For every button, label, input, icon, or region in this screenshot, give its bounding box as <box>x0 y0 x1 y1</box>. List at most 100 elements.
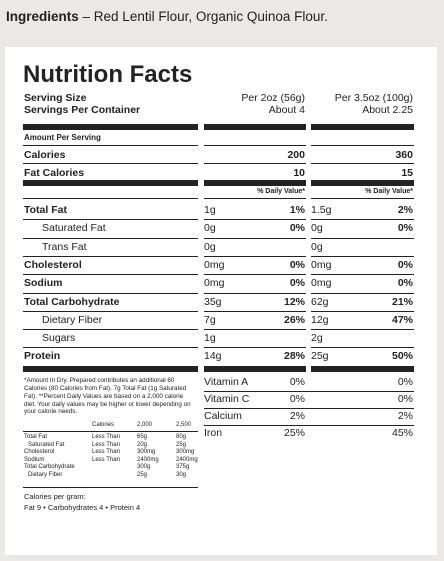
rule <box>23 255 198 257</box>
nutrient-label: Total Fat <box>24 204 67 216</box>
col-servings: About 4 <box>268 104 305 116</box>
rule <box>204 163 306 164</box>
rule <box>23 198 198 199</box>
rule <box>204 145 306 146</box>
rule <box>204 347 306 349</box>
nutrient-label: Saturated Fat <box>42 222 106 235</box>
ingredients-line: Ingredients – Red Lentil Flour, Organic … <box>6 10 328 24</box>
nutrient-amount: 14g <box>204 350 222 363</box>
rule <box>204 329 306 331</box>
vitamin-label: Iron <box>204 427 223 439</box>
nutrient-amount: 35g <box>204 295 222 308</box>
nutrient-amount: 1g <box>204 332 216 345</box>
dv-table-cell: Total Fat <box>24 434 48 440</box>
dv-table-cell: Saturated Fat <box>28 441 65 448</box>
footnote: *Amount In Dry. Prepared contributes an … <box>24 377 191 416</box>
dv-table-cell: 300mg <box>176 449 195 456</box>
dv-table-cell: 80g <box>176 434 187 440</box>
nutrient-amount: 0g <box>204 222 216 235</box>
nutrient-dv: 26% <box>283 313 305 326</box>
nutrient-amount: 0mg <box>204 258 225 271</box>
rule <box>311 274 414 276</box>
rule <box>204 391 414 392</box>
dv-table-cell: 25g <box>137 472 148 478</box>
calories-per-gram-text: Fat 9 • Carbohydrates 4 • Protein 4 <box>24 503 141 512</box>
calories-per-gram-label: Calories per gram: <box>24 492 86 501</box>
dv-table-header: 2,500 <box>176 422 192 428</box>
rule <box>23 124 198 130</box>
rule <box>23 431 198 432</box>
vitamin-dv: 0% <box>397 376 413 388</box>
nutrient-dv: 0% <box>397 277 413 290</box>
nutrient-dv: 12% <box>283 295 305 308</box>
nutrient-dv: 50% <box>391 350 413 363</box>
col-servings: About 2.25 <box>362 104 413 116</box>
nutrient-label: Trans Fat <box>42 240 87 253</box>
nutrient-amount: 0g <box>311 240 323 253</box>
dv-table-header: 2,000 <box>137 422 153 428</box>
dv-table-cell: 20g <box>137 441 148 448</box>
nutrient-label: Sodium <box>24 277 63 290</box>
serving-size: Serving Size <box>24 92 87 104</box>
rule <box>204 425 414 426</box>
vitamin-dv: 0% <box>289 376 305 388</box>
rule <box>23 347 198 349</box>
nutrient-dv: 0% <box>289 258 305 271</box>
nutrient-amount: 0g <box>311 222 323 235</box>
rule <box>23 237 198 239</box>
nutrient-dv: 0% <box>397 258 413 271</box>
dv-table-cell: Dietary Fiber <box>28 472 63 478</box>
rule <box>204 180 306 186</box>
label-panel <box>5 47 437 555</box>
rule <box>311 347 414 349</box>
rule <box>311 310 414 312</box>
rule <box>204 255 306 257</box>
rule <box>23 219 198 221</box>
nutrient-dv: 21% <box>391 295 413 308</box>
dv-table-cell: Less Than <box>92 449 120 456</box>
dv-table-cell: 65g <box>137 434 148 440</box>
rule <box>23 274 198 276</box>
nutrient-dv: 0% <box>289 222 305 235</box>
dv-header: % Daily Value* <box>257 188 305 195</box>
nutrient-dv: 47% <box>391 313 413 326</box>
nutrient-dv: 28% <box>283 350 305 363</box>
dv-table-cell: Total Carbohydrate <box>24 464 75 471</box>
rule <box>311 145 414 146</box>
nutrient-amount: 25g <box>311 350 329 363</box>
rule <box>311 180 414 186</box>
nutrient-amount: 0g <box>204 240 216 253</box>
nutrient-label: Dietary Fiber <box>42 313 103 326</box>
rule <box>23 329 198 331</box>
rule <box>311 292 414 294</box>
vitamin-dv: 0% <box>397 393 413 405</box>
rule <box>23 180 198 186</box>
vitamin-label: Calcium <box>204 410 242 422</box>
rule <box>204 292 306 294</box>
rule <box>311 198 414 199</box>
rule <box>23 310 198 312</box>
nutrient-amount: 0mg <box>311 277 332 290</box>
rule <box>311 124 414 130</box>
rule <box>311 163 414 164</box>
dv-table-cell: 2400mg <box>137 456 159 463</box>
dv-table-cell: 375g <box>176 464 190 471</box>
col-serving: Per 3.5oz (100g) <box>334 92 413 104</box>
calories-value: 360 <box>395 149 413 161</box>
dv-table-cell: Less Than <box>92 434 120 440</box>
rule <box>311 366 414 372</box>
vitamin-dv: 45% <box>391 427 413 439</box>
title: Nutrition Facts <box>23 61 193 88</box>
vitamin-dv: 25% <box>283 427 305 439</box>
nutrient-amount: 1g <box>204 204 216 216</box>
vitamin-label: Vitamin C <box>204 393 250 405</box>
nutrient-label: Protein <box>24 350 61 363</box>
col-serving: Per 2oz (56g) <box>241 92 305 104</box>
calories-value: 200 <box>287 149 305 161</box>
dv-table-cell: 300g <box>137 464 151 471</box>
dv-table-cell: Less Than <box>92 456 120 463</box>
vitamin-label: Vitamin A <box>204 376 249 388</box>
dv-table-cell: 30g <box>176 472 187 478</box>
rule <box>204 274 306 276</box>
